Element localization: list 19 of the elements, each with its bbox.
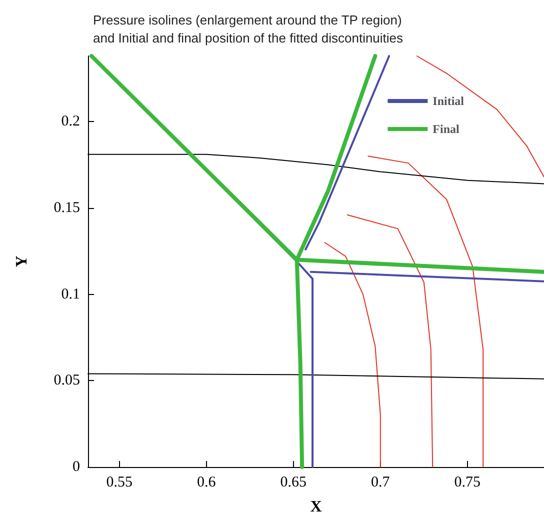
x-tick-label: 0.65 (280, 474, 306, 490)
line-series (368, 156, 484, 468)
legend-label: Initial (432, 94, 465, 108)
legend-label: Final (432, 122, 460, 136)
y-tick-label: 0.2 (61, 114, 80, 130)
x-axis-title: X (310, 498, 322, 516)
y-axis-title: Y (14, 255, 30, 268)
line-series (416, 56, 544, 178)
y-tick-label: 0.05 (54, 372, 80, 389)
y-tick-label: 0.15 (54, 200, 80, 216)
x-tick-label: 0.55 (106, 474, 132, 490)
chart-title: Pressure isolines (enlargement around the TP region) and Initial and final position of the fitted discontinuities (93, 12, 404, 46)
line-series (346, 214, 434, 468)
line-series (324, 242, 381, 468)
y-tick-label: 0 (72, 459, 80, 475)
y-tick-label: 0.1 (61, 286, 80, 302)
x-tick-label: 0.6 (196, 474, 216, 490)
x-tick-label: 0.7 (371, 474, 390, 490)
x-tick-label: 0.75 (454, 474, 481, 490)
